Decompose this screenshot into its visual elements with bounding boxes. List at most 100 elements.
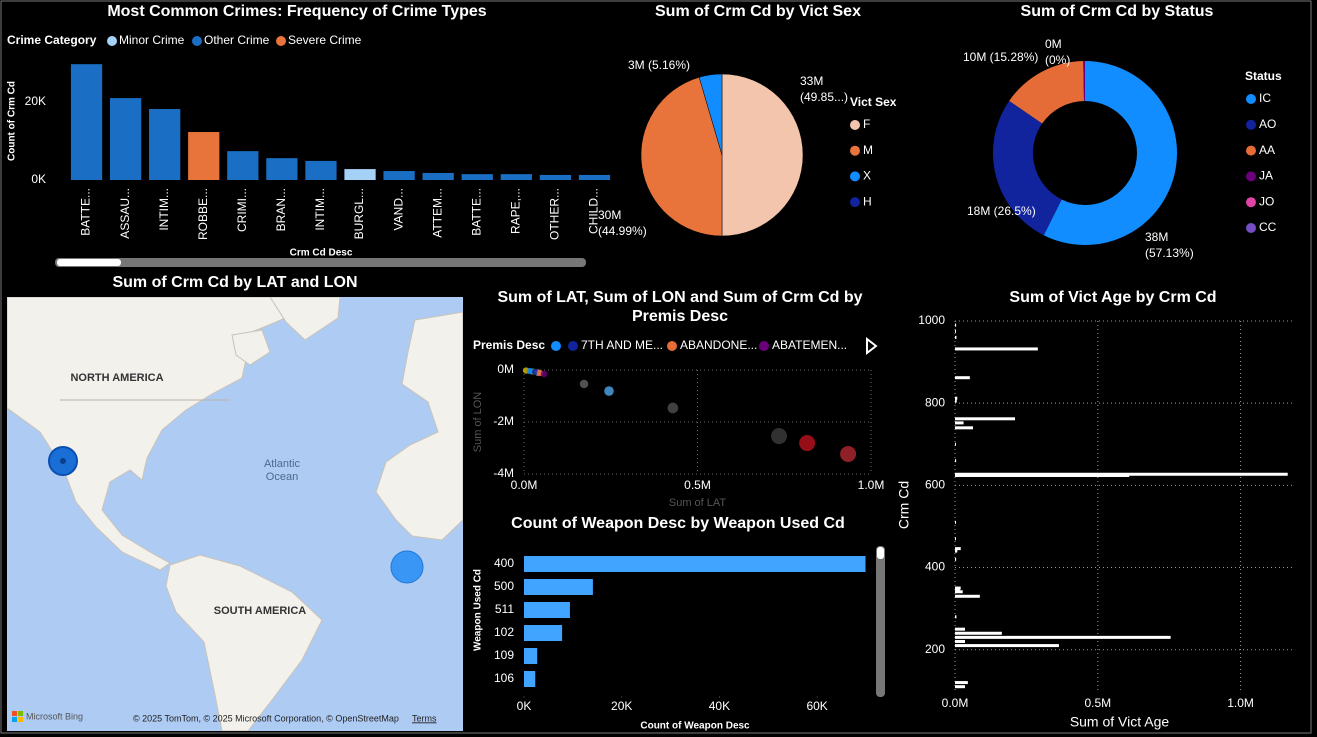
data-label-box: 3M (5.16%) (628, 58, 690, 72)
bar (955, 399, 957, 403)
legend-marker (1246, 145, 1256, 156)
logo-square (18, 717, 23, 722)
logo-square (12, 717, 17, 722)
legend-label: Minor Crime (119, 33, 185, 47)
point (799, 435, 816, 452)
map: Microsoft Bing © 2025 TomTom, © 2025 Mic… (7, 297, 463, 731)
x-tick-label: BATTE... (79, 188, 93, 236)
y-axis-label: Weapon Used Cd (473, 569, 484, 651)
x-axis-label: Count of Weapon Desc (640, 721, 750, 732)
x-tick-label: 60K (806, 699, 827, 713)
point (667, 402, 679, 414)
scroll-thumb[interactable] (877, 547, 884, 559)
bar (955, 586, 961, 590)
y-tick-label: 200 (925, 642, 945, 656)
y-tick-label: -2M (493, 414, 514, 428)
y-tick-label: 20K (25, 94, 46, 108)
map-logo: Microsoft Bing (26, 711, 83, 721)
x-tick-label: 40K (709, 699, 730, 713)
bar (955, 588, 960, 592)
y-tick-label: 400 (494, 556, 514, 570)
legend-next[interactable] (866, 336, 878, 356)
legend-title: Status (1245, 69, 1282, 83)
legend-label: ABATEMEN... (772, 338, 847, 352)
data-label: 0M (0%) (1045, 37, 1071, 67)
legend-title: Vict Sex (850, 95, 897, 109)
legend-marker (192, 36, 202, 46)
legend-label: M (863, 143, 873, 157)
bar (955, 685, 965, 689)
legend-marker (759, 341, 769, 351)
bar (578, 174, 611, 180)
legend-marker (1246, 94, 1256, 104)
legend-marker (1246, 197, 1256, 208)
land (7, 297, 301, 571)
y-axis-label: Sum of LON (472, 392, 484, 453)
x-tick-label: ASSAU... (118, 188, 132, 239)
bar (955, 520, 956, 524)
legend-label: H (863, 194, 872, 208)
data-label-box: 0M (0%) (1045, 37, 1071, 67)
legend-label: AA (1259, 143, 1275, 157)
logo-square (18, 711, 23, 716)
x-axis-label: Sum of Vict Age (1070, 714, 1170, 730)
bar (955, 639, 965, 643)
point (526, 367, 534, 375)
x-tick-label: 20K (611, 699, 632, 713)
y-axis-label: Count of Crm Cd (7, 81, 18, 161)
x-tick-label: 1.0M (858, 478, 885, 492)
legend-marker (1246, 171, 1256, 182)
data-label-box: 10M (15.28%) (963, 50, 1039, 64)
legend-marker (850, 120, 860, 130)
legend-label: AO (1259, 117, 1276, 131)
bar (149, 109, 181, 180)
map-bubble[interactable] (390, 550, 424, 584)
legend-title: Crime Category (7, 33, 97, 47)
legend-marker (276, 36, 286, 46)
x-tick-label: 0K (517, 699, 532, 713)
x-tick-label: CHILD... (587, 188, 601, 234)
bar (955, 473, 1130, 477)
slice (698, 73, 723, 156)
bar (955, 644, 1059, 648)
point (771, 428, 788, 445)
bar (109, 98, 142, 180)
chart-title: Sum of Vict Age by Crm Cd (1009, 289, 1216, 306)
x-tick-label: 0.0M (942, 696, 969, 710)
x-tick-label: 1.0M (1227, 696, 1254, 710)
y-tick-label: 109 (494, 648, 514, 662)
bar (955, 635, 1171, 639)
bar (227, 151, 259, 180)
bar (955, 459, 957, 463)
chart-title: Sum of LAT, Sum of LON and Sum of Crm Cd… (497, 289, 863, 325)
chart-title: Count of Weapon Desc by Weapon Used Cd (511, 515, 845, 532)
x-axis-label: Sum of LAT (669, 497, 727, 509)
bar (539, 174, 572, 180)
map-attribution: © 2025 TomTom, © 2025 Microsoft Corporat… (133, 713, 399, 723)
legend-label: JO (1259, 194, 1274, 208)
chart-title-box: Sum of LAT, Sum of LON and Sum of Crm Cd… (497, 289, 863, 325)
x-tick-label: INTIM... (157, 188, 171, 231)
map-terms[interactable]: Terms (412, 713, 437, 723)
map-label: Atlantic Ocean (263, 458, 301, 483)
y-tick-label: -4M (493, 466, 514, 480)
legend-label: ABANDONE... (680, 338, 757, 352)
legend-label: JA (1259, 169, 1273, 183)
scroll-thumb[interactable] (57, 259, 121, 266)
x-tick-label: ROBBE... (196, 188, 210, 240)
x-tick-label: CRIMI... (235, 188, 249, 232)
legend-marker (1246, 223, 1256, 233)
bar (955, 335, 957, 339)
land (231, 329, 271, 366)
bar (955, 594, 980, 598)
bar (955, 323, 957, 327)
land (375, 311, 463, 541)
y-tick-label: 106 (494, 671, 514, 685)
bar (524, 625, 563, 641)
scrollbar[interactable] (55, 258, 586, 267)
scrollbar[interactable] (876, 546, 885, 697)
y-tick-label: 511 (495, 602, 514, 616)
data-label: 10M (15.28%) (963, 50, 1039, 64)
legend-marker (1246, 119, 1256, 130)
y-tick-label: 600 (925, 478, 945, 492)
